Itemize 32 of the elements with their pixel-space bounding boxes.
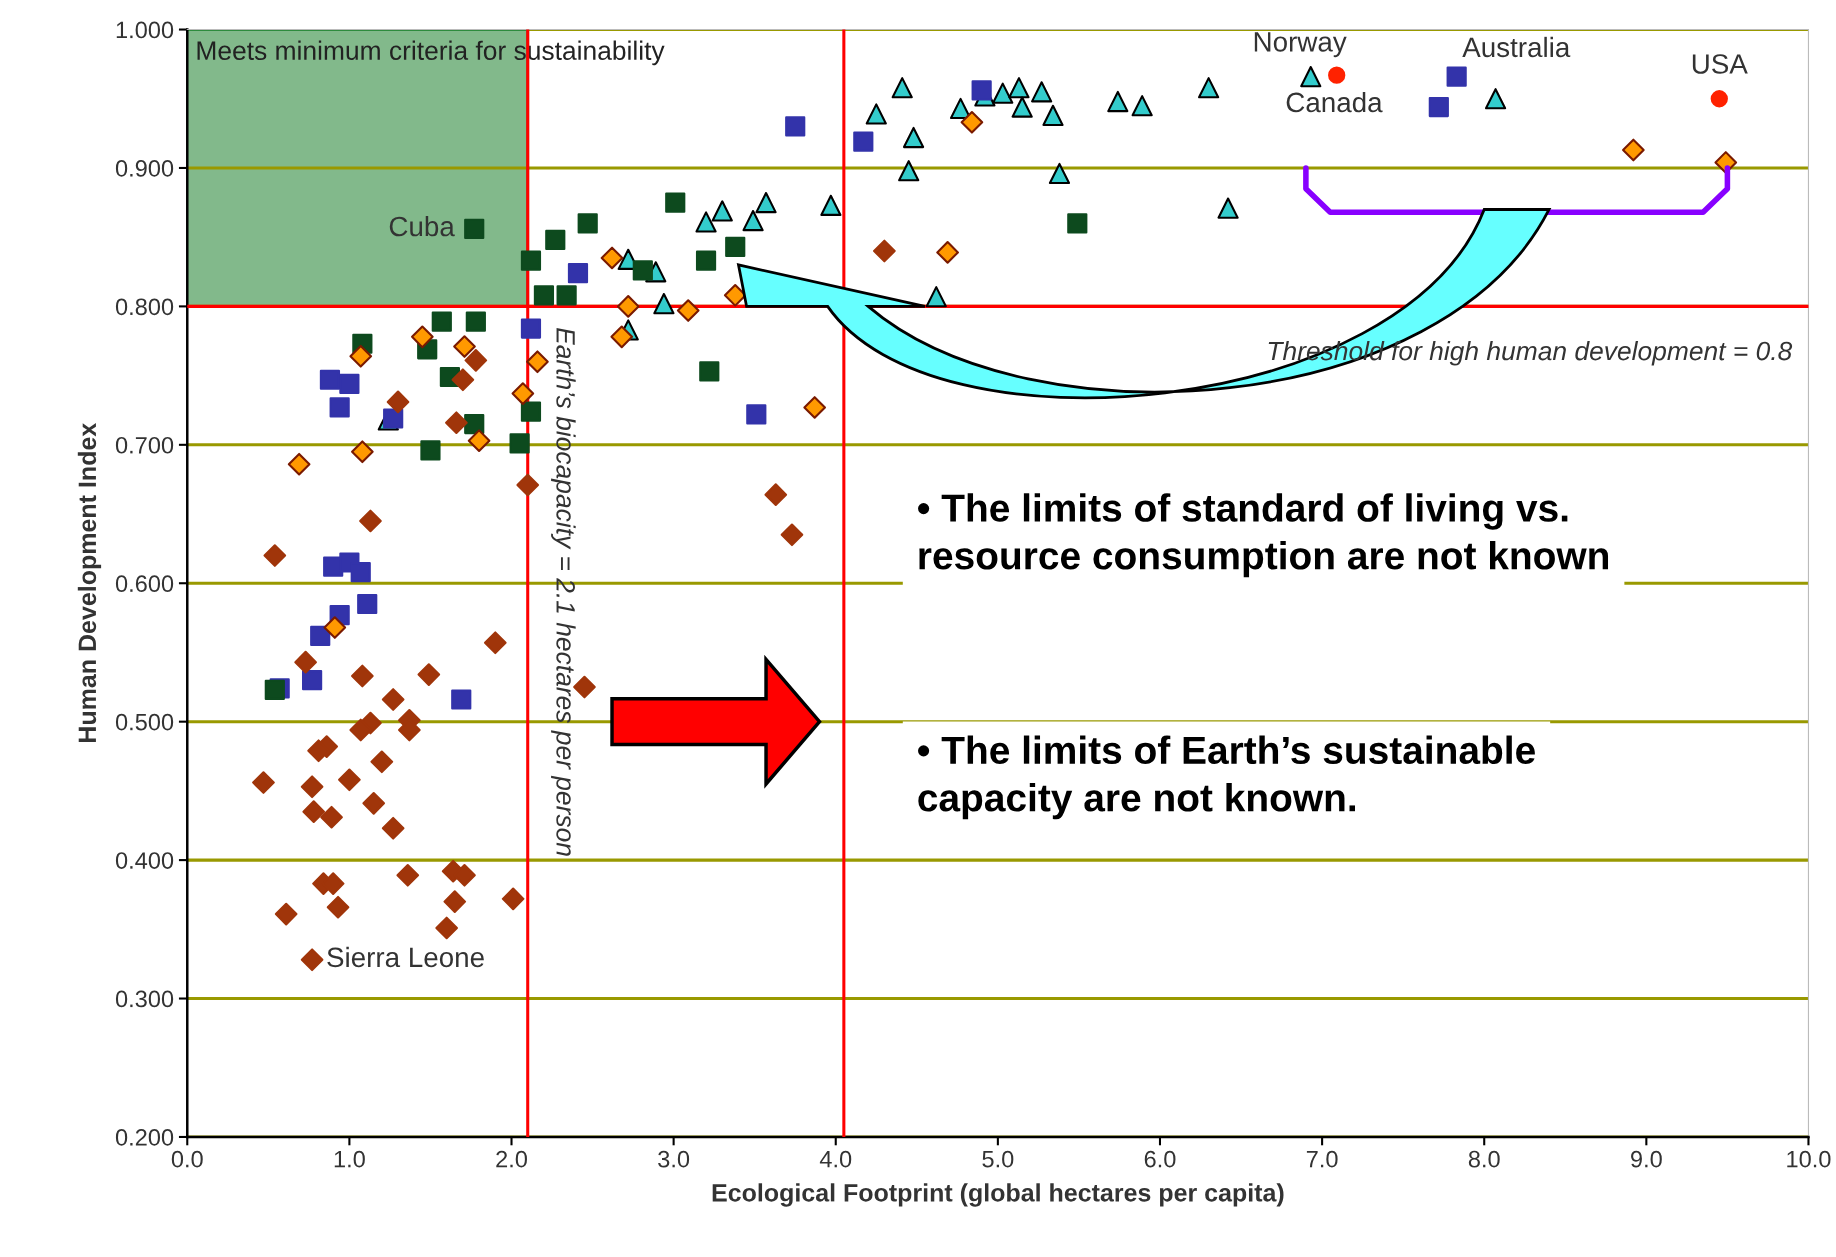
x-tick-label: 3.0: [658, 1150, 690, 1168]
annotation: USA: [1692, 54, 1748, 74]
x-tick-label: 8.0: [1468, 1150, 1500, 1168]
x-axis-title: Ecological Footprint (global hectares per capita): [712, 1183, 1284, 1207]
annotation: • The limits of Earth’s sustainable capacity are not known.: [918, 735, 1535, 820]
ref-line-label: Earth’s biocapacity = 2.1 hectares per person: [551, 327, 576, 856]
x-tick-label: 1.0: [334, 1150, 365, 1168]
y-tick-label: 0.200: [115, 1129, 174, 1146]
x-tick-label: 6.0: [1144, 1150, 1176, 1168]
annotation: Norway: [1254, 32, 1347, 58]
y-tick-label: 0.600: [115, 575, 174, 593]
annotation: Sierra Leone: [327, 946, 484, 968]
x-tick-label: 10.0: [1787, 1150, 1831, 1168]
y-tick-label: 0.900: [115, 160, 174, 177]
x-tick-label: 7.0: [1306, 1150, 1338, 1168]
x-tick-label: 2.0: [496, 1150, 527, 1168]
y-tick-label: 0.500: [115, 713, 174, 731]
x-tick-label: 0.0: [171, 1150, 203, 1168]
x-tick-label: 9.0: [1631, 1150, 1662, 1168]
x-tick-label: 4.0: [819, 1150, 852, 1168]
y-tick-label: 0.400: [115, 852, 174, 869]
y-tick-label: 0.800: [115, 298, 174, 316]
annotation: Cuba: [389, 215, 455, 237]
y-tick-label: 0.700: [115, 436, 174, 454]
y-tick-label: 1.000: [116, 21, 174, 39]
annotation: Australia: [1462, 36, 1571, 58]
annotation: • The limits of standard of living vs. resource consumption are not known: [918, 493, 1609, 578]
y-axis-title: Human Development Index: [77, 422, 102, 743]
x-tick-label: 5.0: [982, 1150, 1014, 1168]
y-tick-label: 0.300: [115, 990, 174, 1008]
annotation: Canada: [1286, 91, 1383, 113]
ref-line-label: Threshold for high human development = 0.8: [1268, 341, 1793, 366]
